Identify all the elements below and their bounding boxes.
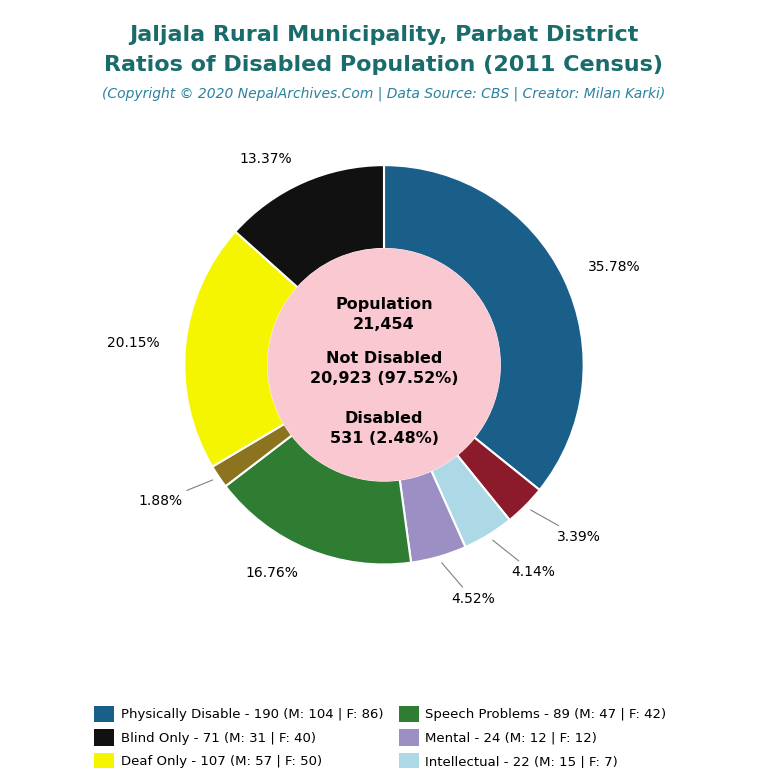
Wedge shape bbox=[399, 471, 465, 563]
Wedge shape bbox=[384, 165, 584, 490]
Text: 13.37%: 13.37% bbox=[240, 152, 292, 166]
Text: Population
21,454: Population 21,454 bbox=[335, 297, 433, 333]
Wedge shape bbox=[226, 435, 411, 564]
Text: Not Disabled
20,923 (97.52%): Not Disabled 20,923 (97.52%) bbox=[310, 352, 458, 386]
Wedge shape bbox=[235, 165, 384, 287]
Text: 20.15%: 20.15% bbox=[107, 336, 160, 349]
Text: 35.78%: 35.78% bbox=[588, 260, 640, 274]
Text: Ratios of Disabled Population (2011 Census): Ratios of Disabled Population (2011 Cens… bbox=[104, 55, 664, 75]
Legend: Physically Disable - 190 (M: 104 | F: 86), Blind Only - 71 (M: 31 | F: 40), Deaf: Physically Disable - 190 (M: 104 | F: 86… bbox=[89, 700, 679, 768]
Text: 1.88%: 1.88% bbox=[138, 480, 213, 508]
Wedge shape bbox=[184, 231, 298, 467]
Circle shape bbox=[268, 249, 500, 481]
Text: (Copyright © 2020 NepalArchives.Com | Data Source: CBS | Creator: Milan Karki): (Copyright © 2020 NepalArchives.Com | Da… bbox=[102, 87, 666, 101]
Text: Jaljala Rural Municipality, Parbat District: Jaljala Rural Municipality, Parbat Distr… bbox=[129, 25, 639, 45]
Wedge shape bbox=[212, 424, 292, 486]
Text: Disabled
531 (2.48%): Disabled 531 (2.48%) bbox=[329, 412, 439, 446]
Wedge shape bbox=[457, 438, 540, 520]
Text: 16.76%: 16.76% bbox=[245, 567, 298, 581]
Text: 4.14%: 4.14% bbox=[493, 540, 555, 579]
Text: 3.39%: 3.39% bbox=[531, 510, 601, 544]
Text: 4.52%: 4.52% bbox=[442, 563, 495, 606]
Wedge shape bbox=[431, 455, 510, 547]
